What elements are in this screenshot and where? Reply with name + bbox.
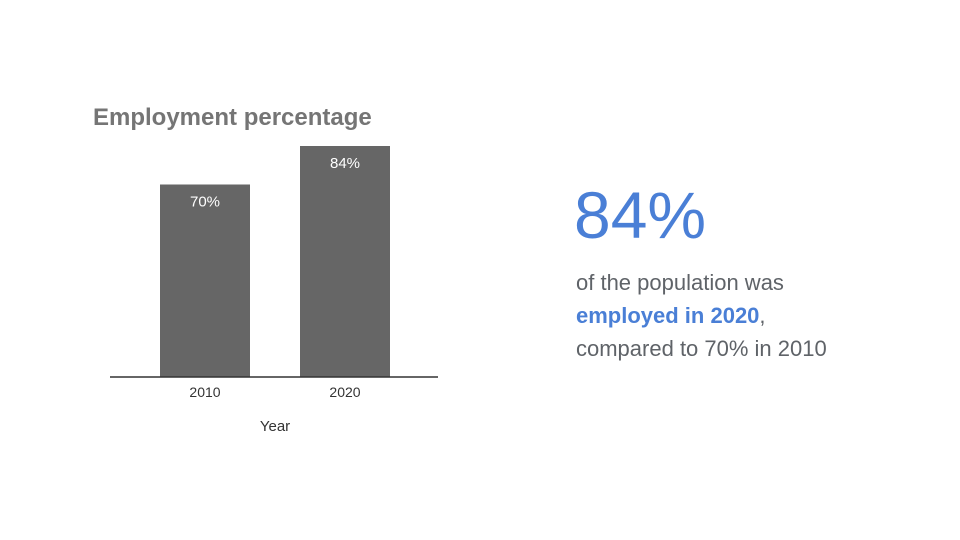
x-axis-title: Year <box>260 418 290 435</box>
headline-stat-value: 84% <box>574 178 707 252</box>
stat-highlight: employed in 2020 <box>576 303 760 328</box>
stat-line-1: of the population was <box>576 270 784 295</box>
data-label-2020: 84% <box>330 155 360 172</box>
chart-title: Employment percentage <box>93 104 372 131</box>
bars-layer <box>160 146 390 377</box>
data-label-2010: 70% <box>190 194 220 211</box>
x-tick-label-2010: 2010 <box>189 384 220 400</box>
labels-layer: 70% 2010 84% 2020 <box>189 155 360 400</box>
stat-line-3: compared to 70% in 2010 <box>576 336 827 361</box>
x-tick-label-2020: 2020 <box>329 384 360 400</box>
bar-2010 <box>160 184 250 377</box>
stat-line-2: employed in 2020, <box>576 299 827 332</box>
stat-line-2-suffix: , <box>759 303 766 328</box>
stat-description: of the population was employed in 2020, … <box>576 266 827 365</box>
bar-2020 <box>300 146 390 377</box>
